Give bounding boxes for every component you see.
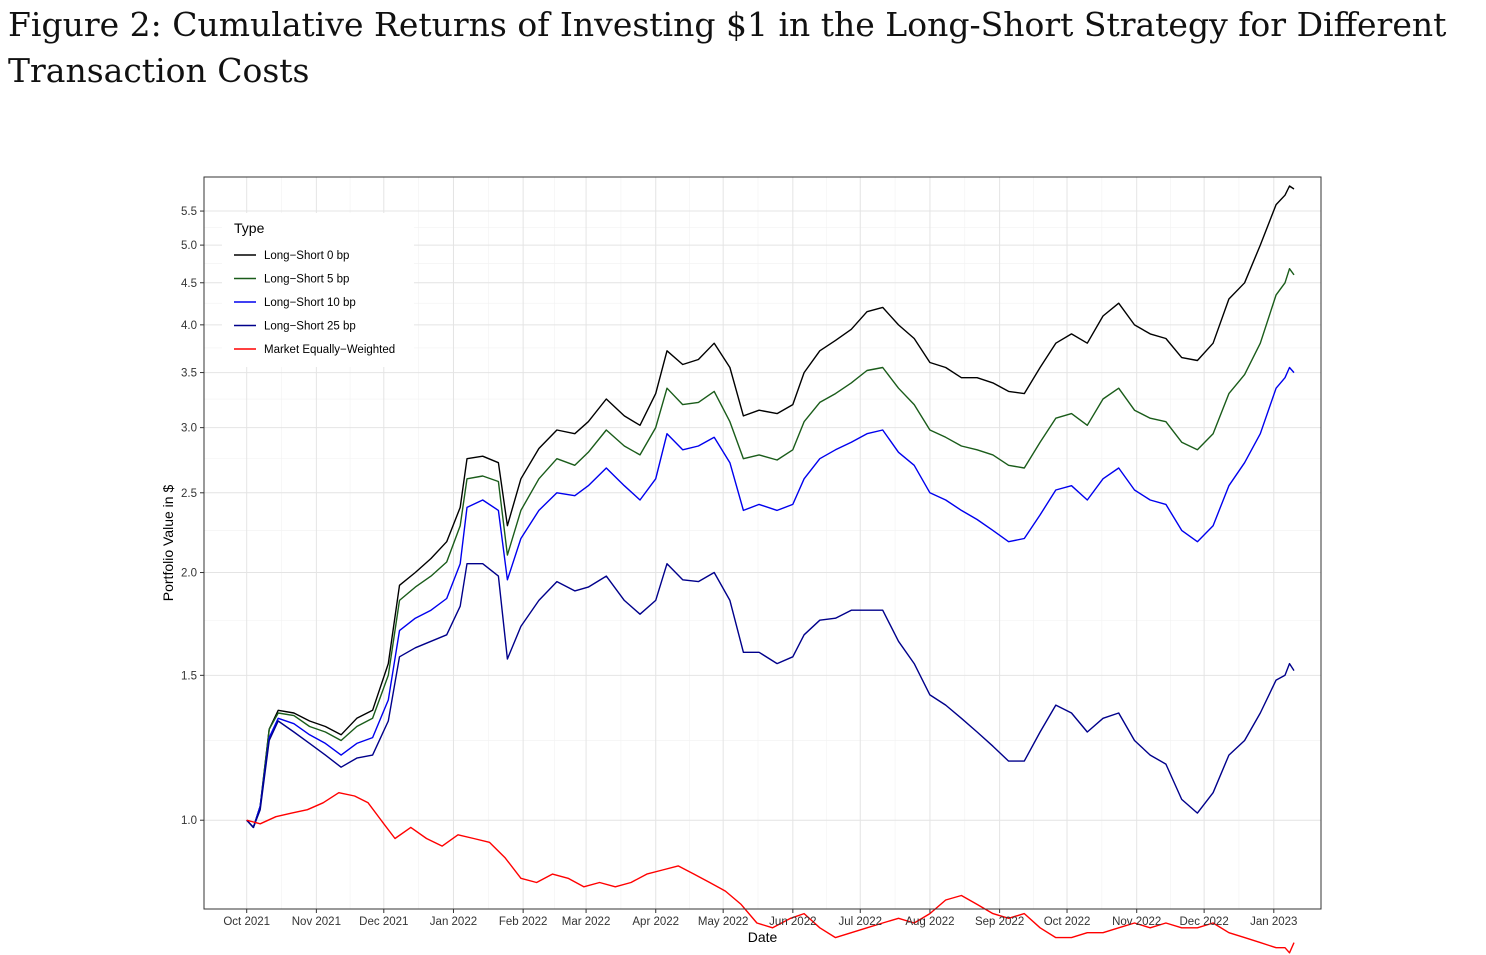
y-tick-label: 2.0	[181, 568, 197, 580]
x-tick-label: Jun 2022	[769, 916, 816, 928]
x-tick-label: Jul 2022	[839, 916, 882, 928]
series-line-2	[246, 366, 1295, 829]
legend-label-0: Long−Short 0 bp	[264, 250, 349, 262]
y-tick-label: 4.5	[181, 278, 197, 290]
x-tick-label: Jan 2023	[1250, 916, 1297, 928]
legend: Type Long−Short 0 bp Long−Short 5 bp Long−…	[222, 213, 414, 367]
legend-title: Type	[234, 220, 265, 236]
x-tick-label: Aug 2022	[905, 916, 954, 928]
legend-label-1: Long−Short 5 bp	[264, 274, 349, 286]
x-tick-label: Nov 2022	[1112, 916, 1161, 928]
y-tick-label: 4.0	[181, 320, 197, 332]
x-tick-label: Jan 2022	[430, 916, 477, 928]
series-lines	[246, 185, 1295, 954]
x-tick-label: Feb 2022	[499, 916, 548, 928]
series-line-4	[246, 792, 1295, 954]
minor-gridlines	[204, 177, 1321, 909]
x-tick-label: Oct 2021	[223, 916, 270, 928]
x-tick-label: Mar 2022	[562, 916, 611, 928]
y-tick-label: 1.5	[181, 670, 197, 682]
legend-label-4: Market Equally−Weighted	[264, 344, 395, 356]
series-line-1	[246, 268, 1295, 829]
series-line-3	[246, 563, 1295, 829]
x-tick-label: Sep 2022	[975, 916, 1024, 928]
x-tick-label: Nov 2021	[292, 916, 341, 928]
y-tick-label: 5.5	[181, 206, 197, 218]
x-tick-label: Dec 2022	[1180, 916, 1229, 928]
y-tick-label: 5.0	[181, 240, 197, 252]
y-tick-label: 2.5	[181, 488, 197, 500]
x-axis: Oct 2021 Nov 2021 Dec 2021 Jan 2022 Feb 2022…	[223, 909, 1297, 928]
x-tick-label: Oct 2022	[1044, 916, 1091, 928]
x-tick-label: Dec 2021	[359, 916, 408, 928]
figure-caption: Figure 2: Cumulative Returns of Investin…	[8, 5, 1447, 90]
y-tick-label: 3.0	[181, 423, 197, 435]
plot-border	[203, 176, 1322, 910]
y-tick-label: 3.5	[181, 368, 197, 380]
x-axis-title: Date	[748, 929, 778, 945]
y-axis: 1.0 1.5 2.0 2.5 3.0 3.5 4.0 4.5 5.0 5.5	[181, 206, 204, 827]
series-line-0	[246, 185, 1295, 829]
x-tick-label: May 2022	[698, 916, 749, 928]
legend-label-2: Long−Short 10 bp	[264, 297, 356, 309]
legend-label-3: Long−Short 25 bp	[264, 321, 356, 333]
y-tick-label: 1.0	[181, 815, 197, 827]
y-axis-title: Portfolio Value in $	[160, 485, 176, 602]
x-tick-label: Apr 2022	[632, 916, 679, 928]
legend-background	[222, 213, 414, 367]
